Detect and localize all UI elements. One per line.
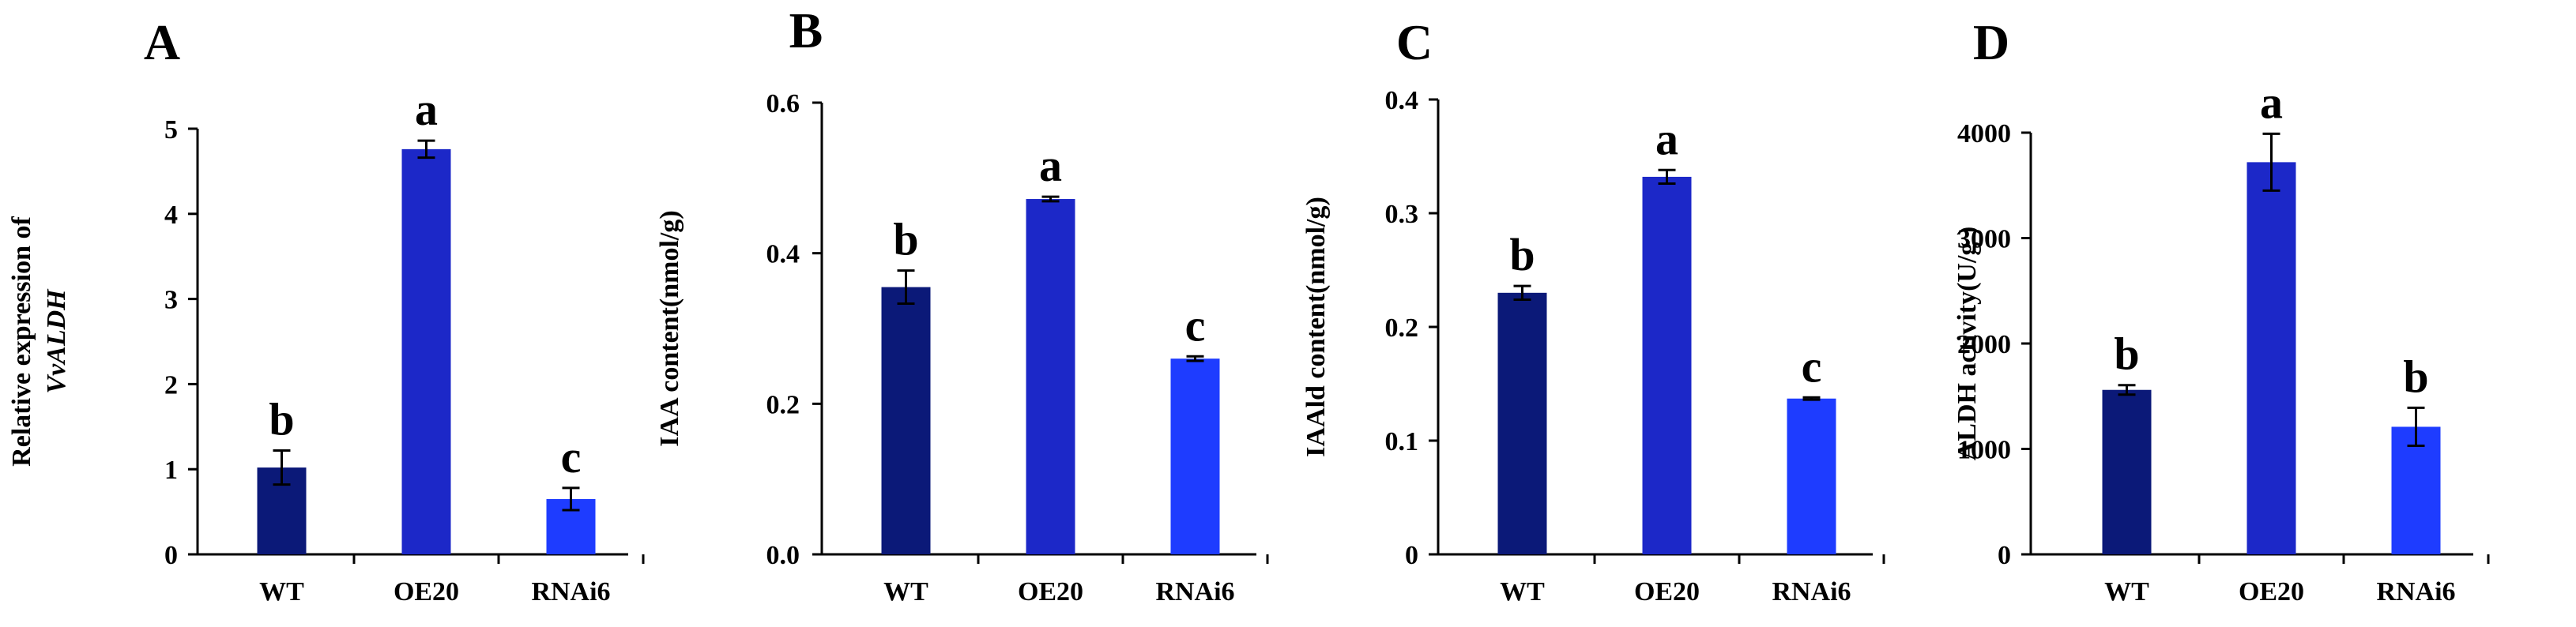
y-axis-title: Relative expression of [7, 216, 36, 467]
significance-label: b [269, 393, 294, 445]
x-category-label: WT [883, 577, 928, 606]
y-tick-label: 0.2 [766, 390, 800, 419]
bar-rnai6 [1787, 398, 1836, 554]
x-category-label: WT [2104, 577, 2149, 606]
significance-label: a [2260, 77, 2283, 128]
bar-oe20 [1026, 199, 1075, 554]
y-tick-label: 0.3 [1385, 200, 1419, 229]
x-category-label: OE20 [1634, 577, 1700, 606]
x-category-label: RNAi6 [531, 577, 610, 606]
panel-letter: C [1396, 14, 1433, 70]
y-tick-label: 0.6 [766, 89, 800, 118]
significance-label: c [1802, 340, 1822, 392]
y-tick-label: 0.0 [766, 541, 800, 570]
y-tick-label: 3000 [1957, 225, 2011, 254]
bar-oe20 [401, 148, 451, 554]
chart-panel-c: C IAAld content(nmol/g) 0 0.1 0.2 0.3 0.4 b WT a O… [1301, 14, 1885, 606]
significance-label: b [2114, 329, 2139, 380]
x-category-label: RNAi6 [1772, 577, 1851, 606]
x-category-label: OE20 [2239, 577, 2304, 606]
y-tick-label: 0.1 [1385, 427, 1419, 456]
x-category-label: OE20 [1018, 577, 1083, 606]
y-tick-label: 1 [164, 456, 178, 485]
y-axis-title: IAAld content(nmol/g) [1301, 197, 1331, 457]
significance-label: b [1509, 229, 1535, 280]
bar-oe20 [1642, 176, 1692, 555]
panel-letter: B [789, 2, 823, 58]
y-tick-label: 4000 [1957, 119, 2011, 148]
x-category-label: OE20 [394, 577, 459, 606]
bar-wt [1497, 292, 1547, 554]
bar-rnai6 [1170, 359, 1220, 554]
significance-label: c [1185, 299, 1206, 351]
panel-letter: A [144, 14, 180, 70]
x-category-label: WT [259, 577, 304, 606]
significance-label: a [415, 84, 438, 135]
chart-panel-b: B IAA content(nmol/g) 0.0 0.2 0.4 0.6 b WT a OE20… [655, 2, 1269, 606]
bar-oe20 [2246, 162, 2296, 554]
bar-wt [2102, 389, 2152, 554]
significance-label: b [2403, 351, 2428, 402]
y-tick-label: 0 [164, 541, 178, 570]
chart-panel-a: A Relative expression of VvALDH 0 1 2 3 4 5 b WT a O… [7, 14, 645, 606]
bar-rnai6 [2391, 426, 2441, 554]
y-tick-label: 0.2 [1385, 314, 1419, 343]
y-tick-label: 1000 [1957, 436, 2011, 465]
y-tick-label: 0 [1405, 541, 1418, 570]
significance-label: c [561, 431, 582, 482]
bar-wt [881, 287, 931, 554]
chart-panel-d: D ALDH activity(U/g ) 0 1000 2000 3000 4000 b WT… [1953, 14, 2490, 606]
x-category-label: WT [1500, 577, 1545, 606]
y-axis-title-gene: VvALDH [42, 288, 71, 394]
panel-letter: D [1973, 14, 2009, 70]
y-tick-label: 0.4 [766, 240, 800, 269]
x-category-label: RNAi6 [2376, 577, 2455, 606]
y-tick-label: 0 [1998, 541, 2011, 570]
significance-label: a [1039, 140, 1062, 191]
y-tick-label: 4 [164, 201, 178, 230]
y-tick-label: 2 [164, 370, 178, 400]
significance-label: b [893, 214, 918, 265]
significance-label: a [1655, 113, 1678, 164]
y-axis-title: ALDH activity(U/g ) [1953, 227, 1982, 461]
y-tick-label: 5 [164, 115, 178, 145]
x-category-label: RNAi6 [1155, 577, 1234, 606]
y-tick-label: 0.4 [1385, 86, 1419, 115]
y-tick-label: 2000 [1957, 330, 2011, 359]
y-tick-label: 3 [164, 286, 178, 315]
y-axis-title: IAA content(nmol/g) [655, 210, 684, 446]
